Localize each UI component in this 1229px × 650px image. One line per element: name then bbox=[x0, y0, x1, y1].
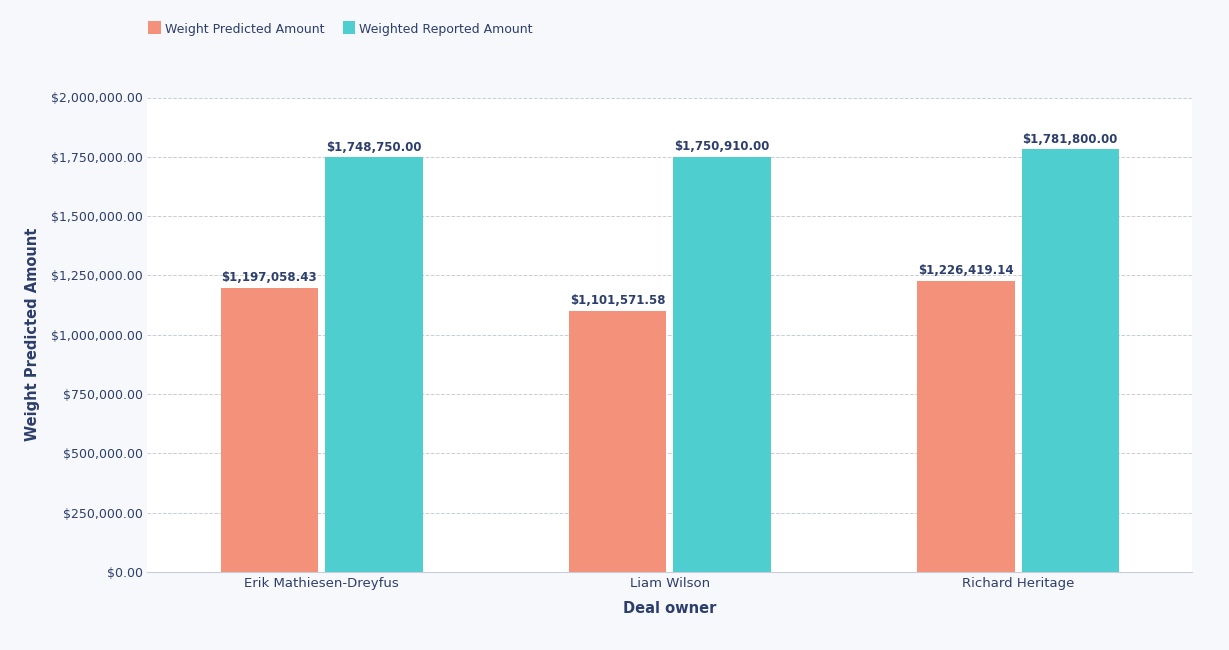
Text: $1,226,419.14: $1,226,419.14 bbox=[918, 265, 1014, 278]
Text: $1,101,571.58: $1,101,571.58 bbox=[570, 294, 665, 307]
Text: $1,197,058.43: $1,197,058.43 bbox=[221, 272, 317, 285]
Bar bbox=[1021, 150, 1118, 572]
Bar bbox=[569, 311, 666, 572]
Legend: Weight Predicted Amount, Weighted Reported Amount: Weight Predicted Amount, Weighted Report… bbox=[144, 18, 537, 42]
Bar bbox=[220, 288, 318, 572]
Y-axis label: Weight Predicted Amount: Weight Predicted Amount bbox=[25, 228, 39, 441]
Bar bbox=[324, 157, 423, 572]
Text: $1,750,910.00: $1,750,910.00 bbox=[675, 140, 769, 153]
Text: $1,781,800.00: $1,781,800.00 bbox=[1023, 133, 1118, 146]
Bar bbox=[673, 157, 771, 572]
X-axis label: Deal owner: Deal owner bbox=[623, 601, 717, 616]
Bar bbox=[917, 281, 1014, 572]
Text: $1,748,750.00: $1,748,750.00 bbox=[326, 140, 422, 153]
